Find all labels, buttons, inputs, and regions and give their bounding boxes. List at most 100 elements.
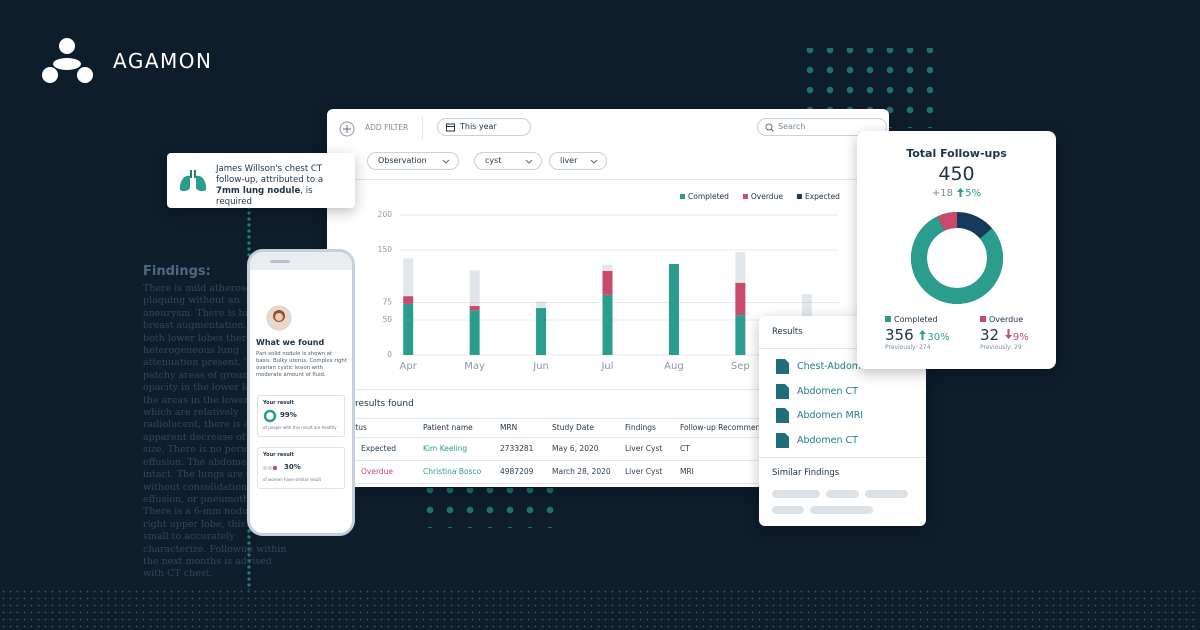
table-cell: 4987209 xyxy=(500,467,534,476)
document-icon xyxy=(776,359,789,374)
column-header: Findings xyxy=(625,423,656,432)
stat-label: Overdue xyxy=(989,315,1024,324)
bar-segment xyxy=(602,271,613,295)
placeholder xyxy=(826,490,859,498)
table-cell: CT xyxy=(680,444,690,453)
card-caption: of people with this result are healthy xyxy=(263,425,337,430)
table-cell: Overdue xyxy=(361,467,394,476)
column-header: MRN xyxy=(500,423,518,432)
row-divider xyxy=(327,460,889,461)
card-value: 30% xyxy=(284,463,301,471)
x-tick-label: Jul xyxy=(600,361,613,372)
legend-swatch xyxy=(742,194,748,199)
x-tick-label: Jun xyxy=(532,361,549,372)
legend-label: Expected xyxy=(805,192,840,201)
bar-segment xyxy=(403,296,414,304)
chevron-path xyxy=(590,159,598,164)
person xyxy=(267,465,273,471)
y-tick-label: 75 xyxy=(382,298,392,307)
search-placeholder: Search xyxy=(778,122,806,131)
chip-label: cyst xyxy=(485,156,502,165)
notification-text: James Willson's chest CT follow-up, attr… xyxy=(216,164,346,208)
brand-name: AGAMON xyxy=(113,49,212,73)
filter-chip[interactable]: liver xyxy=(549,152,607,170)
report: Findings: There is mild atherosclerotic … xyxy=(143,264,293,581)
card-label: Your result xyxy=(263,452,294,458)
document-icon xyxy=(776,432,789,448)
divider xyxy=(422,117,423,139)
divider xyxy=(327,389,889,390)
stat-previous: Previously: 274 xyxy=(885,344,931,351)
card-caption: of women have similar result xyxy=(263,477,322,482)
result-item[interactable]: Abdomen CT xyxy=(797,385,858,397)
chevron xyxy=(525,159,533,164)
results-summary: results found xyxy=(355,399,414,409)
report-heading: Findings: xyxy=(143,264,211,279)
divider xyxy=(327,179,889,180)
placeholder xyxy=(810,506,873,514)
phone: What we found Part-solid nodule is shown… xyxy=(247,249,355,536)
donut-segment xyxy=(911,212,1003,304)
donut-segment xyxy=(911,212,1003,304)
table-cell: 2733281 xyxy=(500,444,534,453)
notification[interactable]: James Willson's chest CT follow-up, attr… xyxy=(167,153,355,208)
column-header: Study Date xyxy=(552,423,594,432)
ring xyxy=(263,409,277,423)
results-title: Results xyxy=(772,327,803,337)
legend-swatch xyxy=(796,194,802,199)
x-tick-label: Apr xyxy=(400,361,418,372)
chevron-path xyxy=(442,159,450,164)
row-divider xyxy=(327,418,889,419)
stat-label: Completed xyxy=(894,315,938,324)
placeholder xyxy=(772,506,804,514)
row-divider xyxy=(327,437,889,438)
card-icon xyxy=(263,465,277,471)
lungs-icon xyxy=(179,170,207,192)
bar-segment xyxy=(403,258,414,297)
result-card: Your result 99% of people with this result… xyxy=(257,395,345,437)
result-item[interactable]: Abdomen CT xyxy=(797,434,858,446)
change-value: +18 xyxy=(931,188,954,199)
result-item[interactable]: Abdomen MRI xyxy=(797,410,864,421)
phone-status-bar xyxy=(250,252,352,270)
donut xyxy=(911,212,1003,304)
date-filter[interactable]: This year xyxy=(437,118,531,136)
dot-strip xyxy=(0,586,1200,630)
logo xyxy=(42,38,93,83)
bar-segment xyxy=(536,301,547,309)
follow-ups-change: +18 5% xyxy=(857,187,1056,199)
notification-text: , is required xyxy=(216,186,313,207)
card-value: 99% xyxy=(280,411,297,419)
placeholder xyxy=(772,490,820,498)
document-icon xyxy=(776,383,789,399)
add-filter[interactable]: ADD FILTER xyxy=(365,123,409,132)
report-text: There is mild atherosclerotic plaquing w… xyxy=(143,283,293,580)
follow-ups-card: Total Follow-ups 450 +18 5% Completed 35… xyxy=(857,131,1056,369)
x-tick-label: May xyxy=(464,361,485,372)
overdue-stat: Overdue 32 9% Previously: 29 xyxy=(980,315,1029,351)
chevron xyxy=(442,159,450,164)
follow-ups-total: 450 xyxy=(938,163,975,185)
date-filter-label: This year xyxy=(460,122,497,131)
search-box[interactable]: Search xyxy=(757,118,887,136)
legend-swatch xyxy=(680,194,685,199)
chip-label: liver xyxy=(560,156,578,165)
chevron-path xyxy=(525,159,533,164)
filter-chip[interactable]: cyst xyxy=(474,152,542,170)
result-item[interactable]: Chest-Abdomen-Pelvis CT xyxy=(797,361,919,372)
chevron xyxy=(590,159,598,164)
y-tick-label: 150 xyxy=(378,245,393,254)
filter-chip[interactable]: Observation xyxy=(367,152,459,170)
phone-heading: What we found xyxy=(256,338,325,347)
document-shape xyxy=(776,432,789,448)
divider xyxy=(759,348,926,349)
avatar xyxy=(266,305,292,331)
add-icon[interactable] xyxy=(339,121,355,137)
document-shape xyxy=(776,408,789,423)
divider xyxy=(759,457,926,458)
y-tick-label: 200 xyxy=(378,210,393,219)
y-tick-label: 0 xyxy=(387,350,392,359)
results-table: results found StatusPatient nameMRNStudy… xyxy=(327,109,889,487)
x-tick-label: Aug xyxy=(664,361,684,372)
